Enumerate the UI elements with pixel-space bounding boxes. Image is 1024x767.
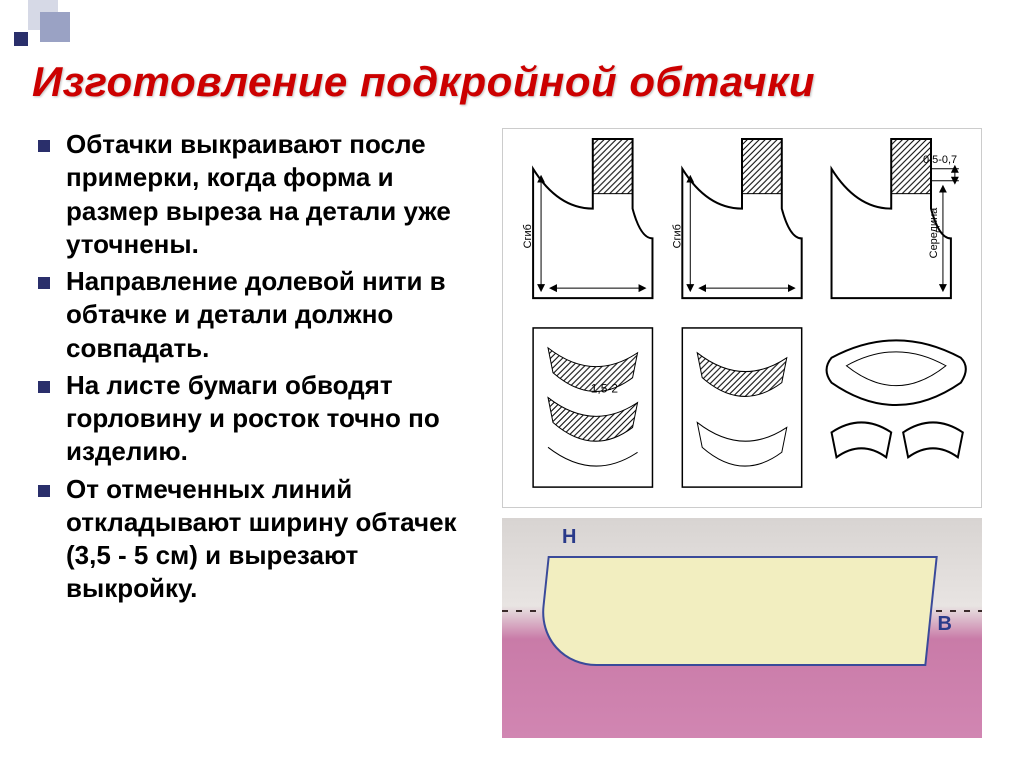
image-column: Сгиб Сгиб 0,5-0,7 Середина [502, 128, 982, 747]
text-column: Обтачки выкраивают после примерки, когда… [32, 128, 492, 747]
dim-label: 0,5-0,7 [923, 154, 957, 166]
list-item: От отмеченных линий откладывают ширину о… [32, 473, 492, 606]
bullet-list: Обтачки выкраивают после примерки, когда… [32, 128, 492, 606]
axis-label-mid: Середина [928, 207, 940, 258]
list-item: Обтачки выкраивают после примерки, когда… [32, 128, 492, 261]
corner-square-dark [14, 32, 28, 46]
list-item: Направление долевой нити в обтачке и дет… [32, 265, 492, 365]
ruler-shape [542, 556, 942, 676]
fabric-photo: Н В [502, 518, 982, 738]
axis-label: Сгиб [671, 224, 683, 248]
page-title: Изготовление подкройной обтачки [32, 58, 815, 106]
photo-marker-right: В [938, 613, 952, 636]
pattern-diagram: Сгиб Сгиб 0,5-0,7 Середина [502, 128, 982, 508]
pattern-ruler [536, 556, 938, 666]
axis-label: Сгиб [522, 224, 534, 248]
photo-marker-left: Н [562, 526, 576, 549]
curve-label: 1,5-2 [591, 382, 619, 396]
content-area: Обтачки выкраивают после примерки, когда… [32, 128, 992, 747]
corner-decoration [0, 0, 80, 60]
list-item: На листе бумаги обводят горловину и рост… [32, 369, 492, 469]
corner-square-mid [40, 12, 70, 42]
